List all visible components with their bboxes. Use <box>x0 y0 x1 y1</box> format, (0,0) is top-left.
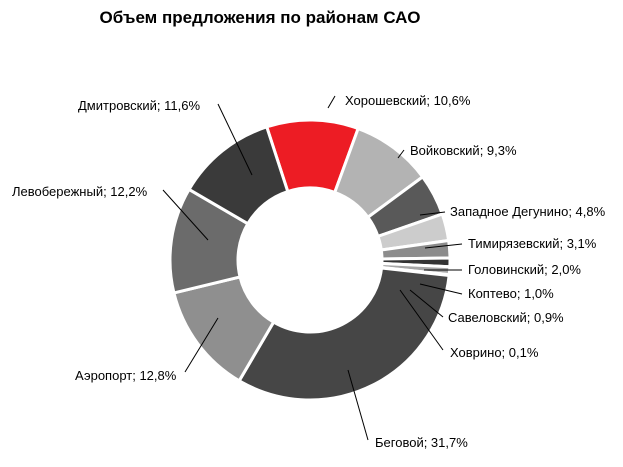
leader-line <box>347 369 369 441</box>
leader-line <box>327 95 336 109</box>
leader-line <box>424 243 463 249</box>
slice-label: Аэропорт; 12,8% <box>75 368 177 383</box>
slice-label: Войковский; 9,3% <box>410 143 517 158</box>
leader-line <box>419 283 463 295</box>
slice-label: Левобережный; 12,2% <box>12 184 148 199</box>
leader-line <box>397 149 405 159</box>
slice-label: Тимирязевский; 3,1% <box>468 236 597 251</box>
leader-line <box>419 211 446 216</box>
pie-slice <box>187 124 290 226</box>
leader-line <box>409 289 444 318</box>
leader-line <box>217 103 253 176</box>
slice-label: Головинский; 2,0% <box>468 262 581 277</box>
leader-line <box>162 189 209 241</box>
slice-label: Коптево; 1,0% <box>468 286 554 301</box>
slice-label: Савеловский; 0,9% <box>448 310 564 325</box>
slice-label: Ховрино; 0,1% <box>450 345 539 360</box>
pie-slice <box>237 266 451 402</box>
slice-label: Западное Дегунино; 4,8% <box>450 204 606 219</box>
leader-line <box>399 289 444 351</box>
slice-label: Беговой; 31,7% <box>375 435 468 450</box>
chart-title: Объем предложения по районам САО <box>99 8 421 27</box>
leader-line <box>184 317 219 373</box>
slice-label: Дмитровский; 11,6% <box>78 98 200 113</box>
slice-label: Хорошевский; 10,6% <box>345 93 471 108</box>
